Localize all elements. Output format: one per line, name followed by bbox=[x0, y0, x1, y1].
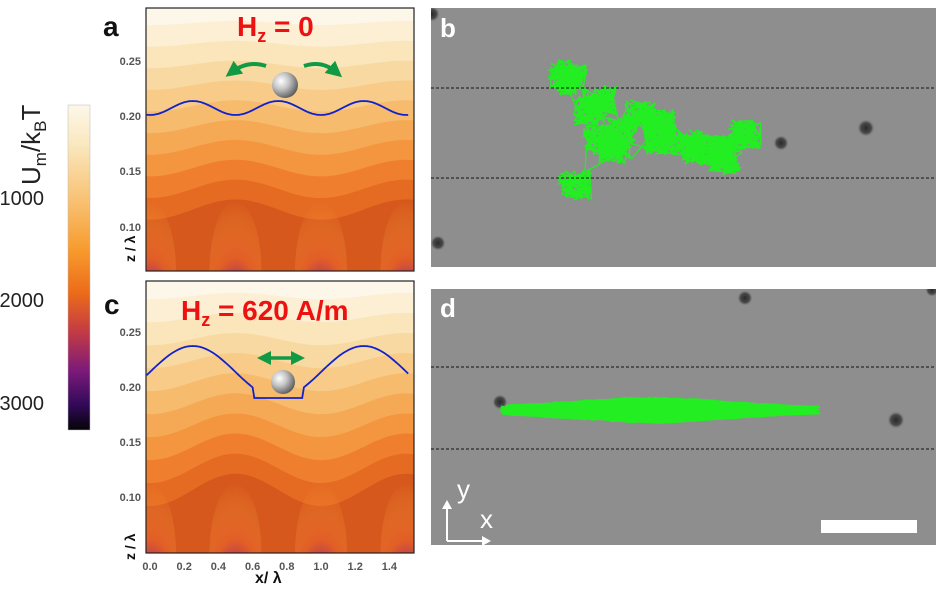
trajectory-path bbox=[547, 59, 762, 201]
potential-well bbox=[295, 483, 347, 553]
svg-text:0.10: 0.10 bbox=[120, 492, 141, 504]
svg-text:Um/kBT: Um/kBT bbox=[16, 104, 50, 185]
colorbar-gradient bbox=[67, 104, 91, 431]
panel-letter-c: c bbox=[104, 289, 120, 320]
background-particle bbox=[492, 394, 508, 410]
x-tick-label: 0.6 bbox=[245, 561, 260, 573]
contour-band bbox=[146, 8, 414, 25]
potential-well bbox=[380, 483, 414, 553]
trajectory-path bbox=[499, 396, 821, 424]
trajectory-d bbox=[499, 396, 821, 424]
green-curved-arrow-icon bbox=[303, 60, 343, 78]
scale-bar bbox=[821, 520, 917, 533]
svg-text:0.10: 0.10 bbox=[120, 222, 141, 234]
background-particle bbox=[737, 290, 753, 306]
panel-b: b bbox=[431, 8, 936, 267]
x-tick-label: 0.4 bbox=[211, 561, 227, 573]
svg-text:0.25: 0.25 bbox=[120, 56, 141, 68]
x-tick-label: 0.8 bbox=[279, 561, 294, 573]
potential-well bbox=[380, 201, 414, 271]
z-axis-label-a: z / λ bbox=[122, 235, 138, 262]
panel-a: Hz = 0 a 0.25 0.20 0.15 0.10 z / λ bbox=[103, 7, 415, 272]
trajectory-b bbox=[547, 59, 762, 201]
contour-band bbox=[146, 281, 414, 300]
green-curved-arrow-icon bbox=[225, 60, 267, 77]
x-tick-label: 1.2 bbox=[348, 561, 363, 573]
sphere-particle-icon bbox=[272, 72, 298, 98]
colorbar-title: Um/kBT bbox=[16, 104, 50, 185]
background-particle bbox=[887, 411, 905, 429]
equipotential-line-c bbox=[145, 345, 409, 399]
potential-well bbox=[209, 201, 262, 271]
panel-letter-a: a bbox=[103, 11, 119, 42]
x-tick-label: 1.0 bbox=[313, 561, 328, 573]
sphere-particle-icon bbox=[271, 370, 295, 394]
contour-map-c bbox=[146, 281, 414, 553]
x-axis-ticks: 0.0 0.2 0.4 0.6 0.8 1.0 1.2 1.4 bbox=[142, 561, 398, 573]
colorbar-tick-1000: -1000 bbox=[0, 188, 44, 210]
potential-well bbox=[209, 483, 262, 553]
background-particle bbox=[857, 119, 875, 137]
compass-icon: y x bbox=[442, 474, 493, 546]
svg-text:0.20: 0.20 bbox=[120, 111, 141, 123]
equipotential-line-a bbox=[146, 100, 409, 116]
colorbar-tick-3000: -3000 bbox=[0, 393, 44, 415]
background-particle bbox=[431, 235, 446, 251]
svg-text:0.20: 0.20 bbox=[120, 382, 141, 394]
svg-text:0.15: 0.15 bbox=[120, 437, 141, 449]
panel-letter-b: b bbox=[440, 13, 456, 43]
x-tick-label: 0.2 bbox=[177, 561, 192, 573]
x-axis-label: x/ λ bbox=[255, 570, 282, 587]
panel-d: d y x bbox=[431, 289, 936, 546]
background-particle bbox=[431, 8, 440, 22]
panel-letter-d: d bbox=[440, 293, 456, 323]
svg-text:0.25: 0.25 bbox=[120, 327, 141, 339]
field-label-c: Hz = 620 A/m bbox=[181, 295, 349, 330]
compass-y-label: y bbox=[457, 474, 470, 504]
svg-text:0.15: 0.15 bbox=[120, 166, 141, 178]
colorbar: -1000 -2000 -3000 Um/kBT bbox=[0, 104, 91, 431]
colorbar-tick-2000: -2000 bbox=[0, 290, 44, 312]
panel-c: Hz = 620 A/m c 0.25 0.20 0.15 0.10 z / λ… bbox=[104, 280, 415, 587]
x-tick-label: 1.4 bbox=[382, 561, 398, 573]
potential-well bbox=[146, 201, 176, 271]
potential-well bbox=[295, 201, 347, 271]
z-axis-label-c: z / λ bbox=[122, 533, 138, 560]
field-label-a: Hz = 0 bbox=[237, 11, 314, 46]
compass-x-label: x bbox=[480, 504, 493, 534]
background-particle bbox=[773, 135, 789, 151]
x-tick-label: 0.0 bbox=[142, 561, 157, 573]
potential-well bbox=[146, 483, 176, 553]
z-axis-ticks-a: 0.25 0.20 0.15 0.10 bbox=[120, 56, 141, 234]
background-particle bbox=[925, 289, 936, 297]
z-axis-ticks-c: 0.25 0.20 0.15 0.10 bbox=[120, 327, 141, 504]
contour-map-a bbox=[146, 8, 414, 271]
